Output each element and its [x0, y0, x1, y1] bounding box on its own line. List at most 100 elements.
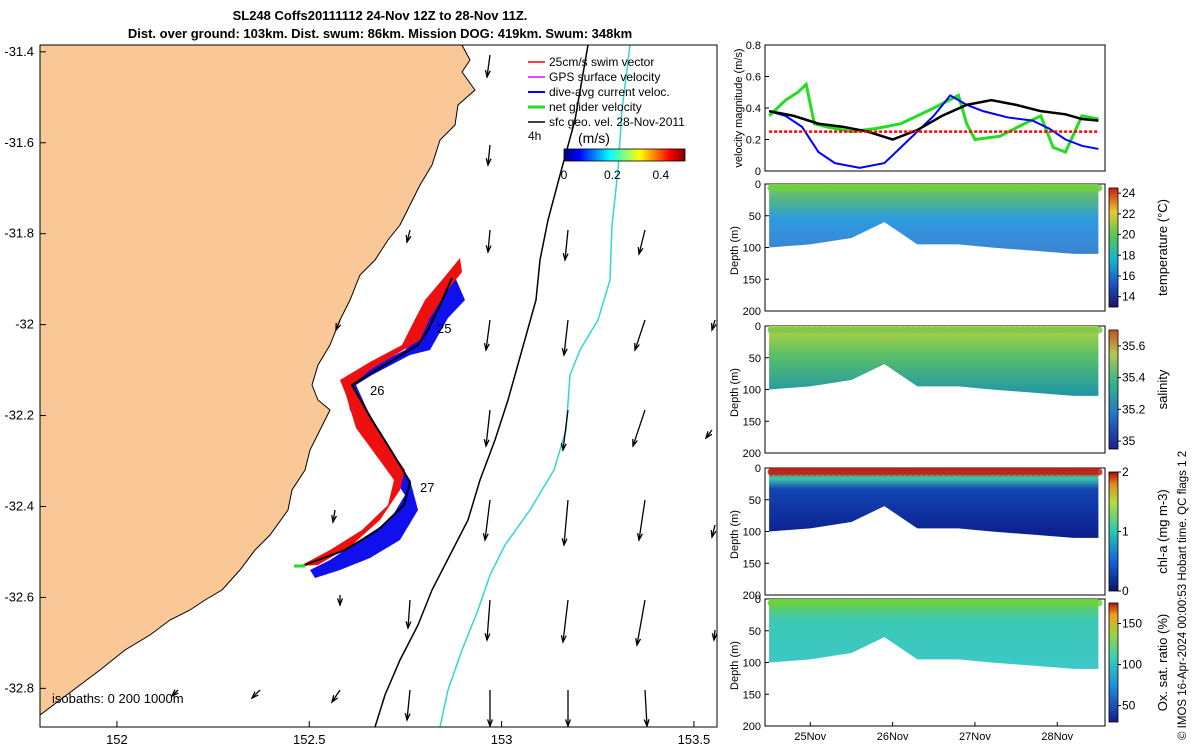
surface-dot: [882, 184, 890, 192]
surface-dot: [936, 326, 944, 334]
geo-arrow-head: [560, 635, 567, 644]
geo-arrow-shaft: [711, 524, 716, 538]
surface-dot: [849, 326, 857, 334]
surface-dot: [1024, 468, 1032, 476]
vel-ylabel: velocity magnitude (m/s): [733, 48, 745, 167]
geo-arrow-head: [404, 713, 411, 722]
surface-dot: [997, 326, 1005, 334]
surface-dot: [1002, 599, 1010, 607]
surface-dot: [1051, 468, 1059, 476]
surface-dot: [1002, 326, 1010, 334]
section-panel-3: 0 50 100 150 200 Depth (m) 50 100 150 Ox. sat. ra…: [729, 594, 1170, 743]
sec-xtick-label-1: 26Nov: [877, 731, 909, 743]
surface-dot: [887, 468, 895, 476]
surface-dot: [986, 599, 994, 607]
surface-dot: [778, 599, 786, 607]
surface-dot: [1068, 184, 1076, 192]
surface-dot: [1018, 468, 1026, 476]
surface-dot: [816, 326, 824, 334]
lat-tick-label-1: -31.6: [4, 135, 34, 150]
surface-dot: [915, 468, 923, 476]
surface-dot: [1035, 326, 1043, 334]
surface-dot: [1024, 326, 1032, 334]
title-line-2: Dist. over ground: 103km. Dist. swum: 86…: [127, 26, 633, 41]
sec-xtick-label-3: 28Nov: [1041, 731, 1073, 743]
surface-dot: [783, 468, 791, 476]
surface-dot: [920, 184, 928, 192]
footer-note: © IMOS 16-Apr-2024 00:00:53 Hobart time.…: [1177, 450, 1189, 740]
sec-ytick-label-3-1: 50: [749, 626, 761, 638]
surface-dot: [969, 599, 977, 607]
surface-dot: [1095, 326, 1103, 334]
surface-dot: [1046, 468, 1054, 476]
surface-dot: [1068, 599, 1076, 607]
cbar-tick-label-2-1: 1: [1122, 525, 1129, 539]
surface-dot: [953, 326, 961, 334]
section-field: [769, 326, 1099, 396]
geo-arrow-head: [636, 533, 643, 542]
legend-diveavg: dive-avg current veloc.: [549, 85, 670, 99]
speed-scale-label: (m/s): [578, 130, 610, 146]
surface-dot: [827, 326, 835, 334]
surface-dot: [975, 184, 983, 192]
geo-arrow-head: [482, 533, 489, 542]
surface-dot: [947, 468, 955, 476]
surface-dot: [871, 599, 879, 607]
surface-dot: [882, 326, 890, 334]
surface-dot: [1095, 184, 1103, 192]
lat-tick-label-5: -32.4: [4, 498, 34, 513]
geo-arrow-head: [704, 431, 713, 440]
surface-dot: [789, 184, 797, 192]
surface-dot: [805, 326, 813, 334]
surface-dot: [778, 326, 786, 334]
surface-dot: [991, 184, 999, 192]
legend-surface: GPS surface velocity: [549, 70, 660, 84]
geo-arrow-shaft: [332, 509, 336, 523]
sec-xtick-label-2: 27Nov: [959, 731, 991, 743]
surface-dot: [1073, 599, 1081, 607]
surface-dot: [838, 184, 846, 192]
surface-dot: [1073, 468, 1081, 476]
geo-arrow-head: [483, 439, 490, 448]
surface-dot: [789, 326, 797, 334]
surface-dot: [1079, 326, 1087, 334]
surface-dot: [991, 326, 999, 334]
surface-dot: [964, 599, 972, 607]
surface-dot: [1046, 599, 1054, 607]
sec-ytick-label-3-4: 200: [743, 721, 761, 733]
geo-arrow-head: [336, 598, 344, 607]
glider-track: [294, 258, 465, 578]
surface-dot: [969, 326, 977, 334]
surface-dot: [926, 326, 934, 334]
surface-dot: [1090, 599, 1098, 607]
section-field: [769, 184, 1099, 254]
surface-dot: [1051, 599, 1059, 607]
section-field: [769, 599, 1099, 669]
surface-dot: [898, 468, 906, 476]
surface-dot: [854, 184, 862, 192]
surface-dot: [844, 184, 852, 192]
surface-dot: [767, 599, 775, 607]
surface-dot: [915, 184, 923, 192]
surface-dot: [1040, 468, 1048, 476]
surface-dot: [964, 184, 972, 192]
surface-dot: [772, 599, 780, 607]
geo-arrow-head: [643, 719, 650, 727]
surface-dot: [865, 468, 873, 476]
section-colorbar-2: [1108, 471, 1119, 592]
surface-dot: [838, 326, 846, 334]
surface-dot: [871, 184, 879, 192]
surface-dot: [931, 599, 939, 607]
surface-dot: [789, 468, 797, 476]
geo-arrow-head: [643, 743, 648, 750]
surface-dot: [1079, 468, 1087, 476]
surface-dot: [926, 184, 934, 192]
geo-arrow-head: [562, 253, 569, 262]
section-panel-2: 0 50 100 150 200 Depth (m) 0 1 2 chl-a (mg m-3): [729, 463, 1170, 602]
surface-dot: [909, 184, 917, 192]
sec-ytick-label-1-3: 150: [743, 416, 761, 428]
surface-dot: [1079, 184, 1087, 192]
vel-ytick-label-0: 0: [755, 166, 761, 178]
